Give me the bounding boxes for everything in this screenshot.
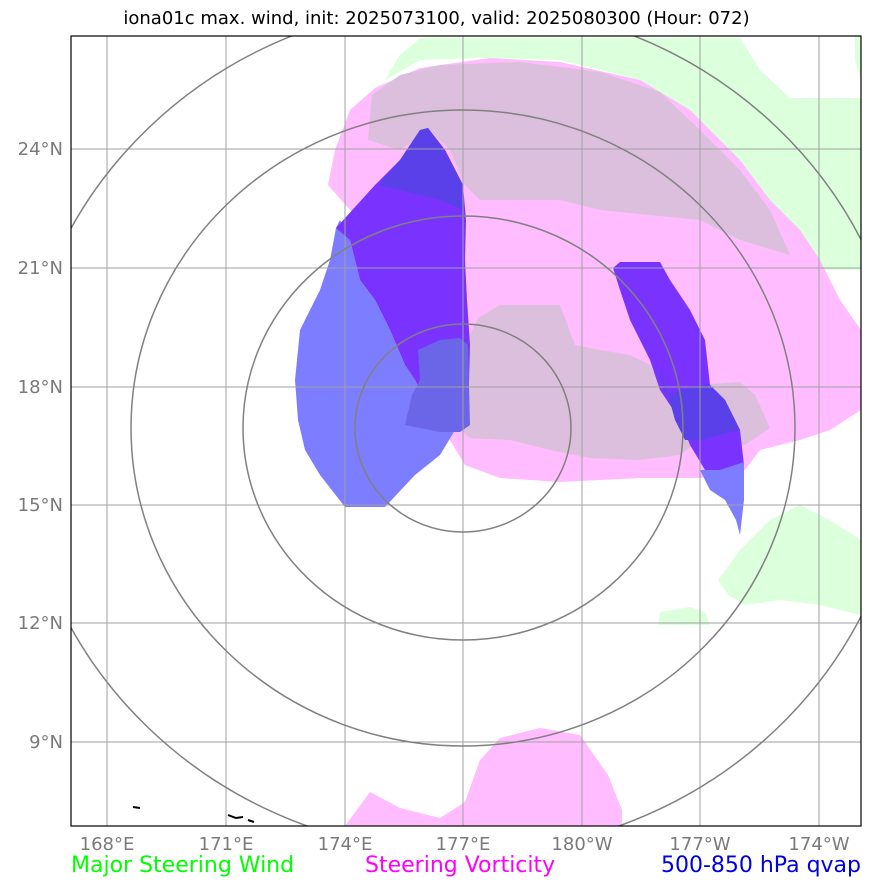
y-tick-label: 21°N [18,258,63,279]
x-tick-label: 174°E [318,834,373,855]
y-tick-label: 15°N [18,495,63,516]
y-tick-label: 12°N [18,613,63,634]
legend-steering-vorticity: Steering Vorticity [365,853,556,878]
x-tick-label: 177°E [436,834,491,855]
legend-steering-wind: Major Steering Wind [71,853,295,878]
y-tick-label: 24°N [18,139,63,160]
range-rings [71,36,861,826]
x-tick-label: 177°W [669,834,730,855]
legend-qvap: 500-850 hPa qvap [660,853,861,878]
steering-wind-field [385,36,861,625]
coastline [132,806,255,823]
y-axis-ticks: 24°N 21°N 18°N 15°N 12°N 9°N [18,139,63,753]
y-tick-label: 18°N [18,377,63,398]
map-title: iona01c max. wind, init: 2025073100, val… [123,8,750,29]
plot-frame [70,35,862,827]
y-tick-label: 9°N [29,732,63,753]
x-axis-ticks: 168°E 171°E 174°E 177°E 180°W 177°W 174°… [80,834,850,855]
gridlines [71,36,861,826]
x-tick-label: 180°W [551,834,612,855]
x-tick-label: 174°W [788,834,849,855]
x-tick-label: 171°E [199,834,254,855]
x-tick-label: 168°E [80,834,135,855]
